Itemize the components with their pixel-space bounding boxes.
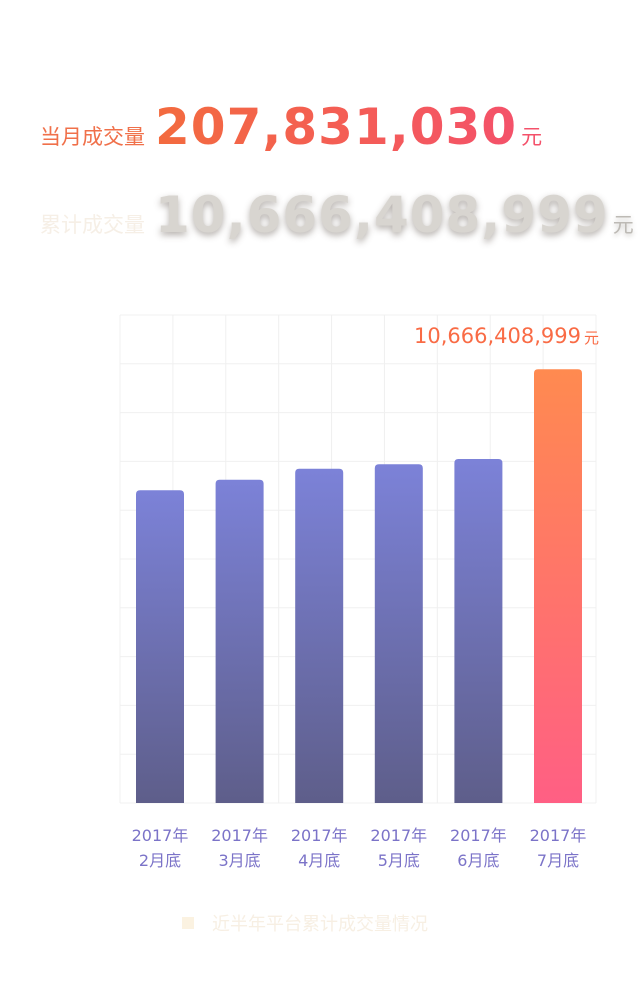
bar-highlight	[534, 369, 582, 803]
cumulative-volume-chart: 2017年 2月底 2017年 3月底 2017年 4月底 2017年 5月底 2017年 6月底…	[119, 314, 599, 870]
cumulative-volume-label: 累计成交量	[40, 213, 145, 237]
x-tick-label: 6月底	[457, 851, 499, 870]
bar	[295, 468, 344, 803]
cumulative-volume-unit: 元	[612, 213, 634, 237]
cumulative-volume: 累计成交量 10,666,408,999 元	[40, 186, 634, 244]
chart-legend: 近半年平台累计成交量情况	[182, 910, 428, 936]
bar	[136, 490, 184, 803]
x-tick-label: 2017年	[132, 826, 189, 845]
bar	[215, 479, 264, 803]
x-tick-label: 2017年	[530, 826, 587, 845]
monthly-volume-unit: 元	[521, 125, 543, 149]
chart-grid	[119, 314, 597, 804]
chart-bars	[136, 369, 582, 803]
x-tick-label: 2017年	[291, 826, 348, 845]
x-tick-label: 2017年	[370, 826, 427, 845]
x-tick-label: 2017年	[211, 826, 268, 845]
x-tick-label: 4月底	[298, 851, 340, 870]
legend-label: 近半年平台累计成交量情况	[212, 914, 428, 935]
x-tick-label: 7月底	[537, 851, 579, 870]
x-tick-label: 5月底	[378, 851, 420, 870]
monthly-volume: 当月成交量 207,831,030 元	[40, 98, 542, 156]
x-tick-label: 2月底	[139, 851, 181, 870]
x-tick-label: 2017年	[450, 826, 507, 845]
monthly-volume-value: 207,831,030	[155, 98, 518, 156]
bar	[374, 464, 423, 803]
bar	[454, 458, 503, 803]
legend-swatch	[182, 917, 194, 929]
cumulative-volume-value: 10,666,408,999	[155, 186, 609, 244]
highlight-value-label: 10,666,408,999 元	[414, 324, 599, 348]
x-tick-label: 3月底	[219, 851, 261, 870]
monthly-volume-label: 当月成交量	[40, 125, 145, 149]
chart-labels: 2017年 2月底 2017年 3月底 2017年 4月底 2017年 5月底 2017年 6月底…	[132, 324, 599, 870]
